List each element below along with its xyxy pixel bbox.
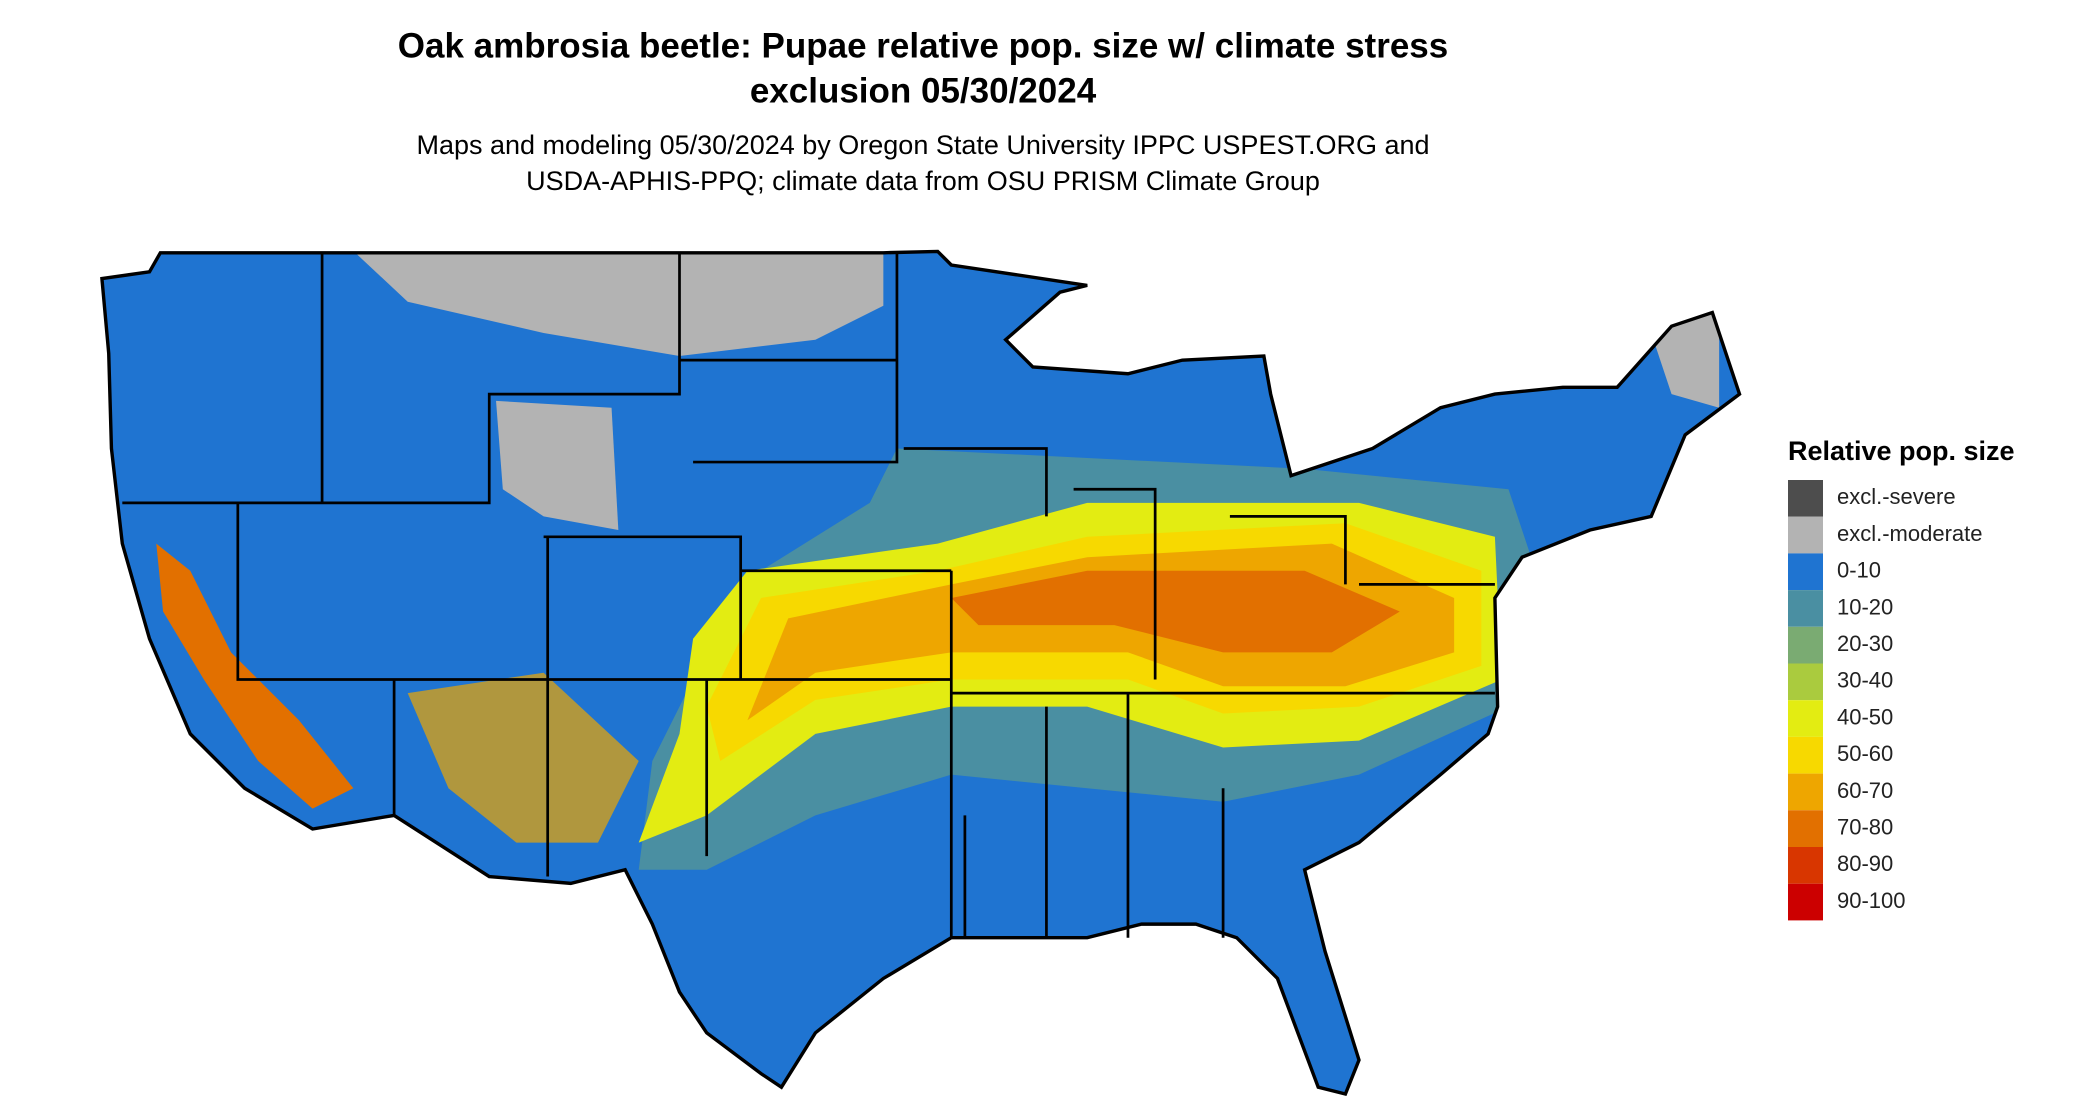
legend-swatch <box>1788 516 1823 554</box>
legend-swatch <box>1788 590 1823 627</box>
legend-swatch <box>1788 700 1823 737</box>
subtitle-line: Maps and modeling 05/30/2024 by Oregon S… <box>416 130 1429 160</box>
legend-label: 70-80 <box>1837 815 1893 840</box>
legend-swatch <box>1788 883 1823 921</box>
legend-swatch <box>1788 553 1823 591</box>
legend-swatch <box>1788 736 1823 774</box>
legend-label: 20-30 <box>1837 631 1893 656</box>
legend-swatch <box>1788 810 1823 847</box>
map <box>100 249 1742 1097</box>
title-line: exclusion 05/30/2024 <box>750 71 1097 110</box>
legend-swatch <box>1788 847 1823 884</box>
legend-label: 0-10 <box>1837 558 1881 583</box>
legend-label: excl.-severe <box>1837 484 1956 509</box>
legend-swatch <box>1788 663 1823 701</box>
legend-swatch <box>1788 626 1823 664</box>
legend-label: 60-70 <box>1837 778 1893 803</box>
legend-label: 90-100 <box>1837 888 1906 913</box>
legend-label: excl.-moderate <box>1837 521 1983 546</box>
legend-swatch <box>1788 480 1823 517</box>
legend-label: 50-60 <box>1837 741 1893 766</box>
legend-label: 30-40 <box>1837 668 1893 693</box>
legend-label: 80-90 <box>1837 851 1893 876</box>
legend-title: Relative pop. size <box>1788 436 2015 466</box>
legend-swatch <box>1788 773 1823 811</box>
legend: excl.-severe excl.-moderate 0-10 10-20 20-30… <box>1788 480 1983 921</box>
legend-label: 10-20 <box>1837 594 1893 619</box>
title-line: Oak ambrosia beetle: Pupae relative pop.… <box>398 26 1448 65</box>
legend-label: 40-50 <box>1837 704 1893 729</box>
subtitle-line: USDA-APHIS-PPQ; climate data from OSU PR… <box>526 166 1320 196</box>
